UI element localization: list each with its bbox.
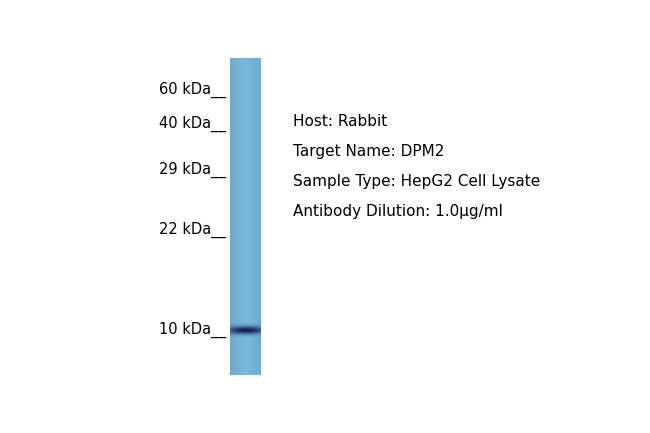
Text: 60 kDa__: 60 kDa__: [159, 82, 226, 98]
Text: 22 kDa__: 22 kDa__: [159, 222, 226, 239]
Text: Antibody Dilution: 1.0µg/ml: Antibody Dilution: 1.0µg/ml: [292, 204, 502, 219]
Text: 29 kDa__: 29 kDa__: [159, 162, 226, 178]
Text: Host: Rabbit: Host: Rabbit: [292, 113, 387, 129]
Text: Sample Type: HepG2 Cell Lysate: Sample Type: HepG2 Cell Lysate: [292, 174, 540, 189]
Text: 40 kDa__: 40 kDa__: [159, 116, 226, 132]
Text: Target Name: DPM2: Target Name: DPM2: [292, 144, 444, 158]
Text: 10 kDa__: 10 kDa__: [159, 322, 226, 339]
